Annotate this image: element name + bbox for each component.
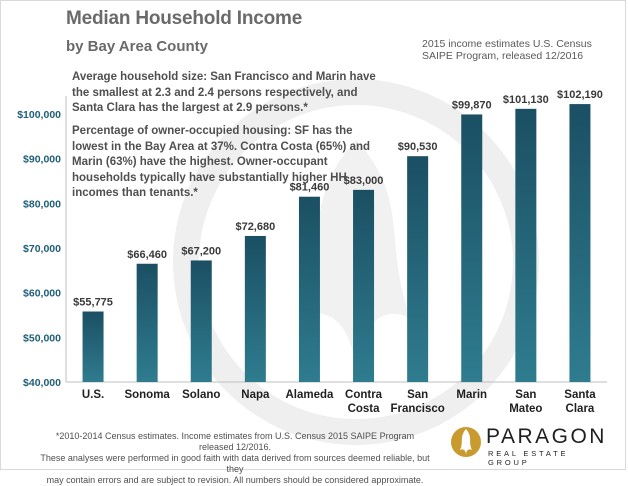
bar	[244, 235, 266, 382]
bar	[407, 156, 429, 382]
x-category-label: San Mateo	[509, 389, 542, 415]
data-label: $83,000	[344, 175, 384, 187]
source-line-1: 2015 income estimates U.S. Census	[422, 38, 592, 50]
x-category-label: Solano	[182, 389, 220, 401]
household-size-note: Average household size: San Francisco an…	[72, 71, 376, 114]
x-category-label: San Francisco	[390, 389, 444, 415]
x-category-label: U.S.	[82, 389, 104, 401]
data-label: $101,130	[503, 94, 549, 106]
paragon-logo: PARAGON REAL ESTATE GROUP	[450, 424, 610, 467]
paragon-flame-logo-icon	[451, 427, 481, 457]
x-category-label: Alameda	[285, 389, 334, 401]
data-label: $102,190	[557, 89, 603, 101]
footnote-line-3: may contain errors and are subject to re…	[46, 475, 424, 485]
y-tick-label: $50,000	[23, 332, 61, 344]
y-tick-label: $60,000	[23, 288, 61, 300]
y-tick-label: $80,000	[23, 198, 61, 210]
chart-subtitle: by Bay Area County	[66, 38, 208, 55]
y-tick-label: $40,000	[23, 377, 61, 389]
footnote-line-2: These analyses were performed in good fa…	[40, 453, 430, 474]
y-tick-label: $70,000	[23, 243, 61, 255]
footnote-line-1: *2010-2014 Census estimates. Income esti…	[55, 431, 415, 452]
data-label: $66,460	[127, 249, 167, 261]
bar	[515, 108, 537, 382]
logo-tagline: REAL ESTATE GROUP	[488, 449, 569, 467]
bar	[190, 260, 212, 382]
x-category-label: Contra Costa	[345, 389, 383, 415]
chart-title: Median Household Income	[66, 8, 303, 29]
source-note: 2015 income estimates U.S. Census SAIPE …	[422, 38, 592, 62]
y-tick-label: $90,000	[23, 154, 61, 166]
logo-wordmark: PARAGON	[486, 425, 607, 448]
data-label: $99,870	[452, 99, 492, 111]
data-label: $72,680	[235, 221, 275, 233]
footnote: *2010-2014 Census estimates. Income esti…	[40, 431, 430, 486]
bar	[353, 189, 375, 382]
bar	[569, 104, 591, 382]
x-category-label: Marin	[456, 389, 487, 401]
y-tick-label: $100,000	[17, 109, 61, 121]
bar	[136, 263, 158, 382]
x-category-label: Sonoma	[124, 389, 170, 401]
x-category-label: Napa	[241, 389, 270, 401]
data-label: $67,200	[181, 245, 221, 257]
bar	[298, 196, 320, 382]
bar	[461, 114, 483, 383]
data-label: $55,775	[73, 297, 113, 309]
bar-chart: $40,000 $50,000 $60,000 $70,000 $80,000 $90,0…	[17, 79, 607, 445]
owner-occupied-note: Percentage of owner-occupied housing: SF…	[72, 125, 371, 199]
bar	[82, 311, 104, 382]
x-category-label: Santa Clara	[564, 389, 596, 415]
source-line-2: SAIPE Program, released 12/2016	[422, 50, 584, 62]
data-label: $81,460	[290, 182, 330, 194]
data-label: $90,530	[398, 141, 438, 153]
